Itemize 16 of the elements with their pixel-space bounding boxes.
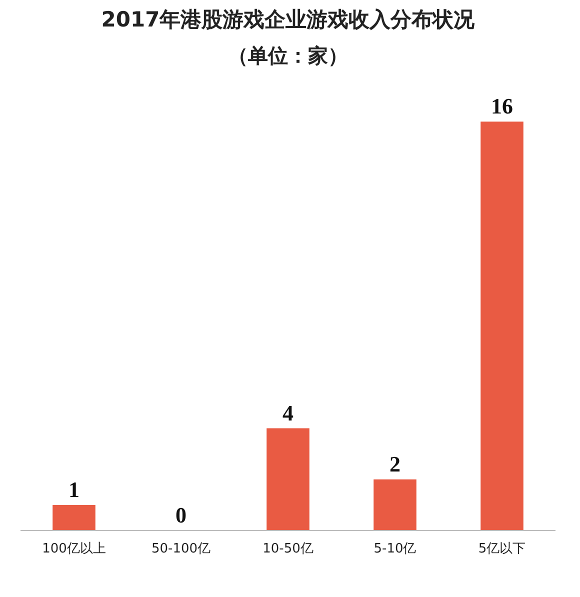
bar (52, 504, 96, 530)
x-tick-label: 50-100亿 (151, 542, 211, 556)
bar (374, 479, 416, 530)
x-tick-label: 5亿以下 (478, 542, 526, 556)
data-label: 0 (176, 502, 186, 528)
bar (266, 428, 310, 530)
chart-subtitle: （单位：家） (228, 44, 348, 68)
data-label: 2 (390, 451, 400, 476)
data-label: 1 (68, 476, 80, 502)
data-label: 16 (491, 94, 513, 119)
x-tick-label: 5-10亿 (374, 542, 416, 556)
chart-title: 2017年港股游戏企业游戏收入分布状况 (101, 8, 476, 32)
x-tick-label: 100亿以上 (42, 542, 106, 556)
x-tick-label: 10-50亿 (262, 542, 314, 556)
data-label: 4 (282, 400, 294, 426)
bar (480, 122, 524, 530)
